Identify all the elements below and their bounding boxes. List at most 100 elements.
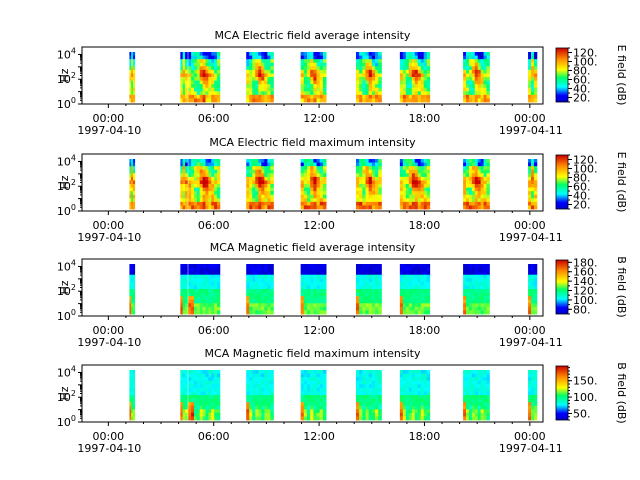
x-date-label-start: 1997-04-10 <box>77 231 141 244</box>
colorbar <box>555 259 569 315</box>
colorbar-tick-label: 100. <box>573 163 598 176</box>
panel-2: MCA Electric field maximum intensity1001… <box>57 136 628 244</box>
x-tick-label: 18:00 <box>409 219 441 232</box>
data-segment <box>188 52 221 103</box>
colorbar-label: E field (dB) <box>615 152 628 213</box>
x-tick-label: 18:00 <box>409 112 441 125</box>
panel-title: MCA Magnetic field average intensity <box>210 241 416 254</box>
colorbar-tick-label: 60. <box>573 74 591 87</box>
data-segment <box>188 159 221 210</box>
panel-title: MCA Electric field average intensity <box>215 29 411 42</box>
y-tick-label: 102 <box>57 283 76 298</box>
colorbar <box>555 154 569 210</box>
data-segment <box>300 370 327 421</box>
data-segment <box>300 52 327 103</box>
x-date-label-start: 1997-04-10 <box>77 442 141 455</box>
data-segment <box>246 370 274 421</box>
data-segment <box>188 264 221 315</box>
x-tick-label: 06:00 <box>198 324 230 337</box>
data-segment <box>300 159 327 210</box>
data-segment <box>463 52 490 103</box>
x-tick-label: 18:00 <box>409 324 441 337</box>
x-date-label-start: 1997-04-10 <box>77 336 141 349</box>
y-tick-label: 100 <box>57 96 76 111</box>
data-segment <box>129 159 136 210</box>
data-segment <box>300 264 327 315</box>
data-segment <box>399 370 431 421</box>
colorbar-tick-label: 60. <box>573 181 591 194</box>
data-segment <box>355 264 382 315</box>
data-segment <box>246 159 274 210</box>
y-tick-label: 102 <box>57 389 76 404</box>
colorbar-tick-label: 80. <box>573 65 591 78</box>
panel-1: MCA Electric field average intensity1001… <box>57 29 628 137</box>
x-date-label-end: 1997-04-11 <box>499 231 563 244</box>
data-segment <box>180 370 188 421</box>
colorbar-tick-label: 120. <box>573 47 598 60</box>
panel-4: MCA Magnetic field maximum intensity1001… <box>57 347 628 455</box>
colorbar-tick-label: 120. <box>573 154 598 167</box>
colorbar-tick-label: 40. <box>573 83 591 96</box>
colorbar <box>555 47 569 103</box>
panel-3: MCA Magnetic field average intensity1001… <box>57 241 628 349</box>
y-tick-label: 104 <box>57 364 76 379</box>
y-tick-label: 104 <box>57 258 76 273</box>
colorbar-tick-label: 20. <box>573 92 591 105</box>
data-segment <box>180 264 188 315</box>
data-segment <box>246 264 274 315</box>
x-date-label-end: 1997-04-11 <box>499 442 563 455</box>
x-tick-label: 00:00 <box>92 219 124 232</box>
y-axis-label: Hz <box>58 68 71 82</box>
x-tick-label: 00:00 <box>514 219 546 232</box>
colorbar-label: B field (dB) <box>615 362 628 423</box>
y-axis-label: Hz <box>58 175 71 189</box>
colorbar-tick-label: 100. <box>573 56 598 69</box>
colorbar-tick-label: 100. <box>573 294 598 307</box>
x-tick-label: 18:00 <box>409 430 441 443</box>
y-tick-label: 100 <box>57 414 76 429</box>
y-tick-label: 102 <box>57 71 76 86</box>
x-tick-label: 12:00 <box>303 112 335 125</box>
colorbar-tick-label: 80. <box>573 303 591 316</box>
y-axis-label: Hz <box>58 280 71 294</box>
data-segment <box>399 52 431 103</box>
colorbar-tick-label: 150. <box>573 375 598 388</box>
data-segment <box>463 159 490 210</box>
data-segment <box>180 159 188 210</box>
y-tick-label: 104 <box>57 153 76 168</box>
x-tick-label: 12:00 <box>303 430 335 443</box>
colorbar-tick-label: 50. <box>573 407 591 420</box>
data-segment <box>399 264 431 315</box>
data-segment <box>528 52 538 103</box>
y-axis-label: Hz <box>58 386 71 400</box>
panel-title: MCA Electric field maximum intensity <box>209 136 416 149</box>
panel-title: MCA Magnetic field maximum intensity <box>205 347 421 360</box>
data-segment <box>528 370 538 421</box>
colorbar-tick-label: 80. <box>573 172 591 185</box>
x-tick-label: 06:00 <box>198 430 230 443</box>
x-tick-label: 00:00 <box>514 430 546 443</box>
colorbar-label: B field (dB) <box>615 256 628 317</box>
data-segment <box>129 52 136 103</box>
colorbar-tick-label: 100. <box>573 391 598 404</box>
data-segment <box>188 370 221 421</box>
x-tick-label: 06:00 <box>198 219 230 232</box>
data-segment <box>180 52 188 103</box>
colorbar <box>555 365 569 421</box>
colorbar-tick-label: 180. <box>573 256 598 269</box>
data-segment <box>399 159 431 210</box>
data-segment <box>463 264 490 315</box>
colorbar-tick-label: 40. <box>573 190 591 203</box>
data-segment <box>355 52 382 103</box>
x-date-label-end: 1997-04-11 <box>499 124 563 137</box>
data-segment <box>246 52 274 103</box>
data-segment <box>129 370 136 421</box>
data-segment <box>528 264 538 315</box>
data-segment <box>355 370 382 421</box>
data-segment <box>129 264 136 315</box>
x-tick-label: 12:00 <box>303 324 335 337</box>
x-date-label-start: 1997-04-10 <box>77 124 141 137</box>
data-segment <box>528 159 538 210</box>
colorbar-tick-label: 140. <box>573 275 598 288</box>
